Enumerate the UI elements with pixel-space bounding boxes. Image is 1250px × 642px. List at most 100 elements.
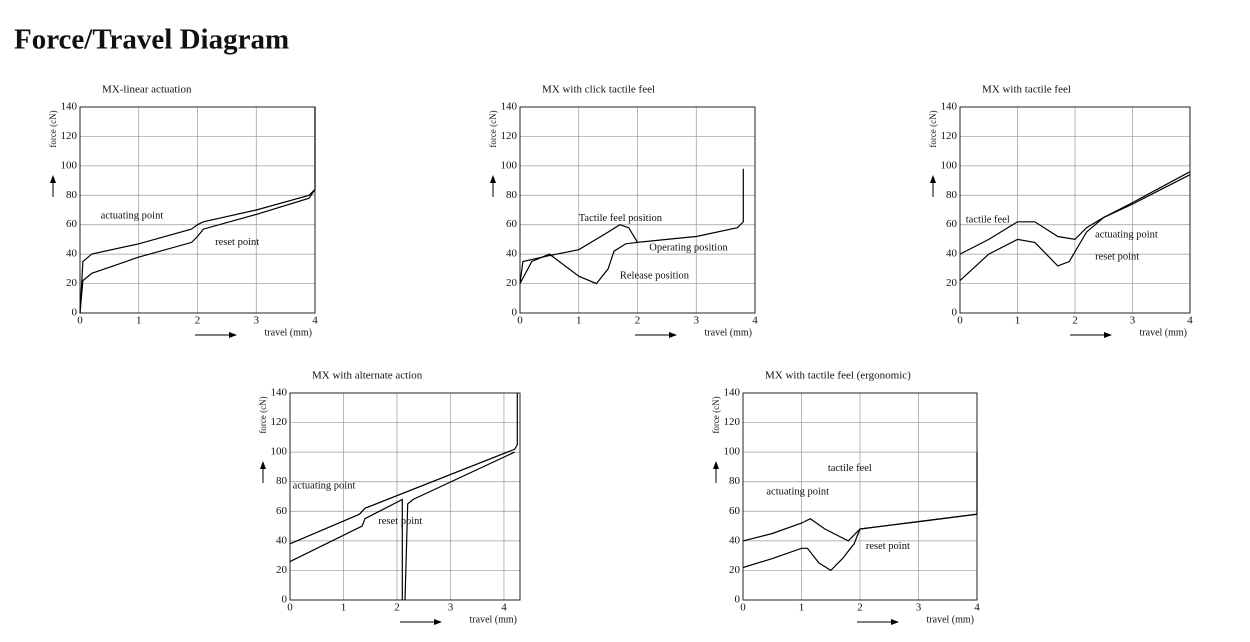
x-tick-label: 3 [694, 315, 700, 327]
x-tick-label: 4 [312, 315, 318, 327]
y-tick-label: 0 [72, 307, 78, 319]
y-tick-label: 0 [735, 594, 741, 606]
y-tick-label: 120 [941, 130, 958, 142]
annotation: reset point [215, 237, 259, 248]
plot-frame [519, 106, 756, 314]
y-arrow-head [490, 175, 496, 183]
annotation: reset point [866, 541, 910, 552]
x-axis-label: travel (mm) [265, 327, 312, 338]
x-tick-label: 3 [448, 602, 454, 614]
force-curve [959, 174, 1191, 282]
annotation: tactile feel [966, 215, 1010, 226]
x-tick-label: 2 [635, 315, 641, 327]
chart-title: MX with tactile feel [982, 84, 1071, 96]
annotation: Operating position [649, 243, 728, 254]
y-tick-label: 100 [271, 446, 288, 458]
x-tick-label: 0 [740, 602, 746, 614]
page-title: Force/Travel Diagram [14, 24, 289, 56]
y-tick-label: 20 [66, 277, 78, 289]
x-arrow-head [229, 332, 237, 338]
y-tick-label: 40 [276, 534, 288, 546]
force-curve [289, 393, 518, 545]
annotation: actuating point [1095, 229, 1158, 240]
annotation: reset point [378, 516, 422, 527]
x-arrow-head [1104, 332, 1112, 338]
y-arrow-head [260, 461, 266, 469]
annotation: actuating point [293, 481, 356, 492]
y-tick-label: 60 [729, 505, 741, 517]
y-tick-label: 0 [282, 594, 288, 606]
y-tick-label: 40 [729, 534, 741, 546]
plot-frame [289, 392, 521, 601]
y-arrow-head [930, 175, 936, 183]
y-tick-label: 80 [66, 189, 78, 201]
chart: MX with click tactile feel02040608010012… [488, 84, 758, 339]
x-tick-label: 0 [517, 315, 523, 327]
x-tick-label: 4 [1187, 315, 1193, 327]
x-arrow-head [891, 619, 899, 625]
x-tick-label: 2 [195, 315, 201, 327]
y-axis-label: force (cN) [258, 396, 268, 433]
y-tick-label: 60 [946, 218, 958, 230]
y-tick-label: 140 [724, 387, 741, 399]
y-tick-label: 80 [729, 475, 741, 487]
x-tick-label: 4 [752, 315, 758, 327]
annotation: tactile feel [828, 463, 872, 474]
y-tick-label: 20 [276, 564, 288, 576]
y-tick-label: 100 [724, 446, 741, 458]
annotation: Tactile feel position [579, 213, 663, 224]
x-tick-label: 1 [799, 602, 805, 614]
y-tick-label: 40 [66, 248, 78, 260]
y-axis-label: force (cN) [711, 396, 721, 433]
y-tick-label: 120 [61, 130, 78, 142]
x-tick-label: 2 [857, 602, 863, 614]
x-tick-label: 1 [1015, 315, 1021, 327]
x-tick-label: 2 [1072, 315, 1078, 327]
chart-title: MX-linear actuation [102, 84, 192, 96]
y-tick-label: 120 [501, 130, 518, 142]
plot-frame [959, 106, 1191, 314]
x-axis-label: travel (mm) [470, 614, 517, 625]
chart: MX-linear actuation 0 20 40 60 80 100 120 140 0 1 2… [48, 84, 318, 339]
y-tick-label: 100 [61, 159, 78, 171]
y-tick-label: 140 [501, 101, 518, 113]
chart: MX with tactile feel (ergonomic)02040608… [711, 370, 980, 626]
y-tick-label: 20 [729, 564, 741, 576]
y-tick-label: 20 [946, 277, 958, 289]
x-tick-label: 1 [576, 315, 582, 327]
force-curve [404, 451, 515, 601]
y-tick-label: 40 [506, 248, 518, 260]
y-tick-label: 80 [506, 189, 518, 201]
y-tick-label: 0 [512, 307, 518, 319]
force-curve [289, 498, 403, 600]
annotation: actuating point [766, 486, 829, 497]
x-tick-label: 0 [287, 602, 293, 614]
y-tick-label: 120 [724, 416, 741, 428]
x-tick-label: 3 [254, 315, 260, 327]
y-axis-label: force (cN) [928, 110, 938, 147]
x-arrow-head [434, 619, 442, 625]
x-tick-label: 3 [1130, 315, 1136, 327]
x-tick-label: 0 [957, 315, 963, 327]
x-tick-label: 4 [974, 602, 980, 614]
y-tick-label: 60 [276, 505, 288, 517]
y-tick-label: 80 [276, 475, 288, 487]
force-curve [79, 107, 316, 314]
x-axis-label: travel (mm) [705, 327, 752, 338]
force-curve [959, 171, 1191, 255]
force-curve [79, 189, 316, 314]
y-tick-label: 60 [506, 218, 518, 230]
y-arrow-head [50, 175, 56, 183]
x-arrow-head [669, 332, 677, 338]
x-tick-label: 1 [341, 602, 347, 614]
chart: MX with alternate action0204060801001201… [258, 370, 521, 625]
x-tick-label: 4 [501, 602, 507, 614]
y-tick-label: 120 [271, 416, 288, 428]
x-tick-label: 1 [136, 315, 142, 327]
chart-title: MX with tactile feel (ergonomic) [765, 370, 911, 382]
y-axis-label: force (cN) [488, 110, 498, 147]
force-curve [519, 168, 744, 284]
x-tick-label: 3 [916, 602, 922, 614]
x-axis-label: travel (mm) [927, 614, 974, 625]
